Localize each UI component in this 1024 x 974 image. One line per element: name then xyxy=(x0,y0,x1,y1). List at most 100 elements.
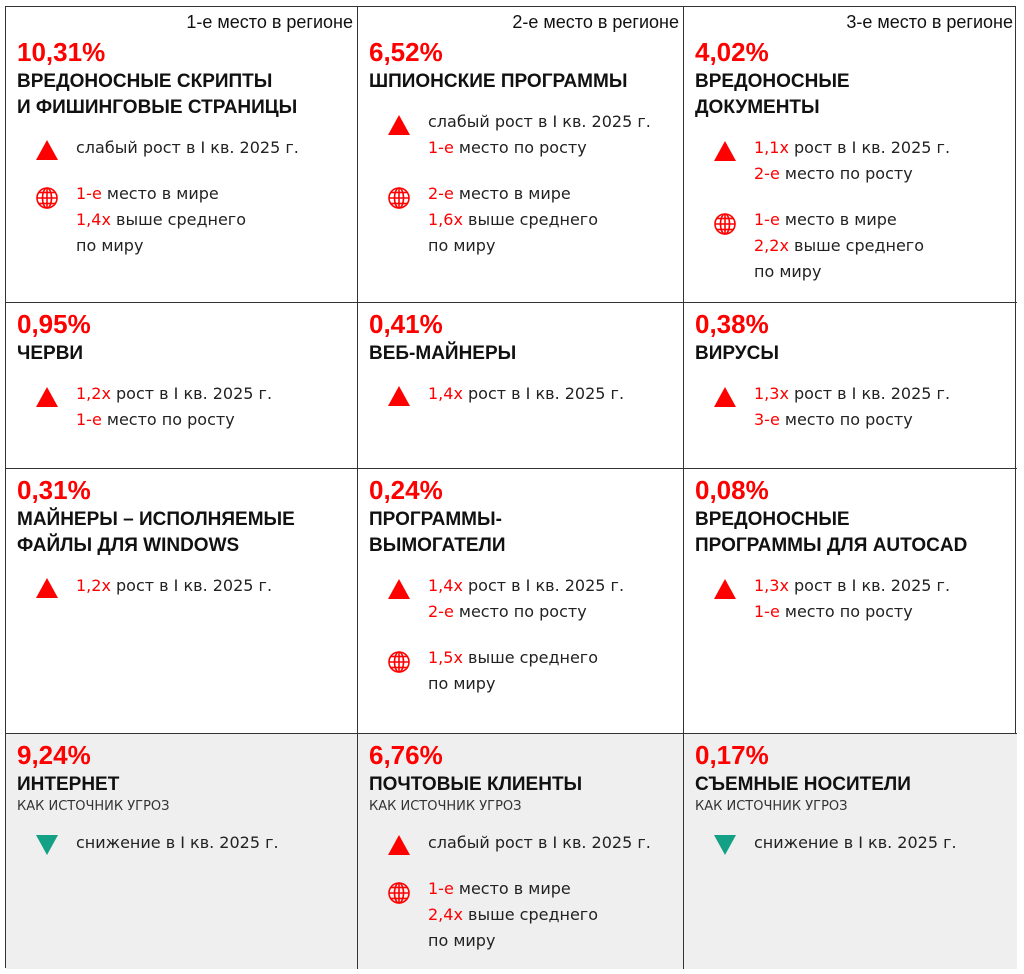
threat-percent: 0,31% xyxy=(17,475,91,505)
stat-highlight: 1-е xyxy=(754,210,780,229)
stat-line: 1-е место в мире xyxy=(76,181,349,207)
stat-line: 1,2x рост в I кв. 2025 г. xyxy=(76,573,349,599)
threat-card: 0,41% ВЕБ-МАЙНЕРЫ 1,4x рост в I кв. 2025 г… xyxy=(358,303,684,469)
stat-line: 1,2x рост в I кв. 2025 г. xyxy=(76,381,349,407)
threat-title: ВИРУСЫ xyxy=(695,341,1009,367)
stat-text: рост в I кв. 2025 г. xyxy=(788,384,951,403)
threat-card: 0,17% СЪЕМНЫЕ НОСИТЕЛИ КАК ИСТОЧНИК УГРОЗ с… xyxy=(684,734,1017,969)
stat-text: выше среднего xyxy=(110,210,246,229)
stat-block: 1,4x рост в I кв. 2025 г. xyxy=(369,381,675,407)
stat-block: 1,2x рост в I кв. 2025 г. 1-е место по ро… xyxy=(17,381,349,433)
stat-line: по миру xyxy=(754,259,1009,285)
stat-block: 1,3x рост в I кв. 2025 г. 3-е место по ро… xyxy=(695,381,1009,433)
threat-card: 0,38% ВИРУСЫ 1,3x рост в I кв. 2025 г. 3-е … xyxy=(684,303,1017,469)
stat-block: 1,2x рост в I кв. 2025 г. xyxy=(17,573,349,599)
stat-highlight: 1,2x xyxy=(76,576,111,595)
stat-highlight: 1,2x xyxy=(76,384,111,403)
threat-title-line: ИНТЕРНЕТ xyxy=(17,774,120,795)
stat-text: выше среднего xyxy=(462,210,598,229)
stat-line: 2,4x выше среднего xyxy=(428,902,675,928)
threat-title-line: ДОКУМЕНТЫ xyxy=(695,97,820,118)
globe-icon xyxy=(387,881,411,904)
stat-text: место по росту xyxy=(453,138,587,157)
stat-line: 1,6x выше среднего xyxy=(428,207,675,233)
triangle-up-icon xyxy=(713,578,737,600)
threat-title-line: ВИРУСЫ xyxy=(695,343,779,364)
stat-text: снижение в I кв. 2025 г. xyxy=(754,833,957,852)
threat-title: ПРОГРАММЫ- ВЫМОГАТЕЛИ xyxy=(369,507,675,559)
threat-card: 0,08% ВРЕДОНОСНЫЕ ПРОГРАММЫ ДЛЯ AUTOCAD 1,3… xyxy=(684,469,1017,734)
stat-line: 1,4x рост в I кв. 2025 г. xyxy=(428,573,675,599)
stat-block: снижение в I кв. 2025 г. xyxy=(17,830,349,856)
threat-title: ПОЧТОВЫЕ КЛИЕНТЫ xyxy=(369,772,675,798)
triangle-up-icon xyxy=(387,578,411,600)
threat-title-line: ШПИОНСКИЕ ПРОГРАММЫ xyxy=(369,71,628,92)
stat-text: по миру xyxy=(428,236,496,255)
globe-icon xyxy=(713,212,737,235)
stat-highlight: 1,5x xyxy=(428,648,463,667)
threat-title-line: ВЕБ-МАЙНЕРЫ xyxy=(369,343,517,364)
stat-highlight: 2-е xyxy=(428,184,454,203)
triangle-up-icon xyxy=(387,114,411,136)
threat-title: ВРЕДОНОСНЫЕ ДОКУМЕНТЫ xyxy=(695,69,1009,121)
stat-block: 1,1x рост в I кв. 2025 г. 2-е место по ро… xyxy=(695,135,1009,187)
threat-percent: 9,24% xyxy=(17,740,91,770)
stat-line: 2-е место в мире xyxy=(428,181,675,207)
threat-title-line: ВРЕДОНОСНЫЕ СКРИПТЫ xyxy=(17,71,273,92)
threat-title-line: И ФИШИНГОВЫЕ СТРАНИЦЫ xyxy=(17,97,298,118)
region-rank-label: 3-е место в регионе xyxy=(846,12,1013,32)
stat-line: слабый рост в I кв. 2025 г. xyxy=(76,135,349,161)
stat-highlight: 1,4x xyxy=(76,210,111,229)
stat-line: 1,5x выше среднего xyxy=(428,645,675,671)
globe-icon xyxy=(387,186,411,209)
stat-block: 2-е место в мире 1,6x выше среднего по мир… xyxy=(369,181,675,259)
stat-highlight: 1,3x xyxy=(754,576,789,595)
stat-block: 1-е место в мире 2,2x выше среднего по мир… xyxy=(695,207,1009,285)
stat-text: место в мире xyxy=(101,184,219,203)
stat-text: рост в I кв. 2025 г. xyxy=(788,138,951,157)
threat-card: 1-е место в регионе 10,31% ВРЕДОНОСНЫЕ СКР… xyxy=(6,7,358,303)
globe-icon xyxy=(387,650,411,673)
triangle-down-icon xyxy=(35,834,59,856)
stat-block: 1-е место в мире 2,4x выше среднего по мир… xyxy=(369,876,675,954)
threat-card: 3-е место в регионе 4,02% ВРЕДОНОСНЫЕ ДОКУМ… xyxy=(684,7,1017,303)
threat-subtitle: КАК ИСТОЧНИК УГРОЗ xyxy=(695,799,848,814)
threat-title: ВРЕДОНОСНЫЕ СКРИПТЫ И ФИШИНГОВЫЕ СТРАНИЦЫ xyxy=(17,69,349,121)
threat-card: 2-е место в регионе 6,52% ШПИОНСКИЕ ПРОГРА… xyxy=(358,7,684,303)
threat-title: ШПИОНСКИЕ ПРОГРАММЫ xyxy=(369,69,675,95)
stat-line: снижение в I кв. 2025 г. xyxy=(76,830,349,856)
triangle-up-icon xyxy=(35,577,59,599)
threat-title-line: ПРОГРАММЫ- xyxy=(369,509,502,530)
stat-highlight: 1-е xyxy=(754,602,780,621)
stat-line: по миру xyxy=(428,928,675,954)
threat-title: СЪЕМНЫЕ НОСИТЕЛИ xyxy=(695,772,1009,798)
threat-subtitle: КАК ИСТОЧНИК УГРОЗ xyxy=(369,799,522,814)
region-rank-label: 1-е место в регионе xyxy=(186,12,353,32)
threat-percent: 6,52% xyxy=(369,37,443,67)
stat-line: по миру xyxy=(428,671,675,697)
stat-line: 3-е место по росту xyxy=(754,407,1009,433)
stat-text: рост в I кв. 2025 г. xyxy=(110,576,273,595)
stat-highlight: 2-е xyxy=(428,602,454,621)
stat-block: слабый рост в I кв. 2025 г. 1-е место по … xyxy=(369,109,675,161)
stat-highlight: 1-е xyxy=(428,138,454,157)
threat-title-line: ВРЕДОНОСНЫЕ xyxy=(695,71,850,92)
threat-title-line: ФАЙЛЫ ДЛЯ WINDOWS xyxy=(17,535,240,556)
stat-highlight: 3-е xyxy=(754,410,780,429)
stat-highlight: 1-е xyxy=(76,184,102,203)
stat-line: 1-е место в мире xyxy=(428,876,675,902)
threat-title-line: ПРОГРАММЫ ДЛЯ AUTOCAD xyxy=(695,535,968,556)
threat-percent: 4,02% xyxy=(695,37,769,67)
stat-highlight: 1,4x xyxy=(428,576,463,595)
stat-text: выше среднего xyxy=(788,236,924,255)
triangle-up-icon xyxy=(387,385,411,407)
stat-text: рост в I кв. 2025 г. xyxy=(788,576,951,595)
stat-line: снижение в I кв. 2025 г. xyxy=(754,830,1009,856)
stat-text: слабый рост в I кв. 2025 г. xyxy=(76,138,299,157)
stat-highlight: 1-е xyxy=(428,879,454,898)
threat-title-line: МАЙНЕРЫ – ИСПОЛНЯЕМЫЕ xyxy=(17,509,295,530)
stat-line: 1,3x рост в I кв. 2025 г. xyxy=(754,573,1009,599)
stat-text: место по росту xyxy=(101,410,235,429)
stat-text: выше среднего xyxy=(462,905,598,924)
stat-text: место в мире xyxy=(453,879,571,898)
